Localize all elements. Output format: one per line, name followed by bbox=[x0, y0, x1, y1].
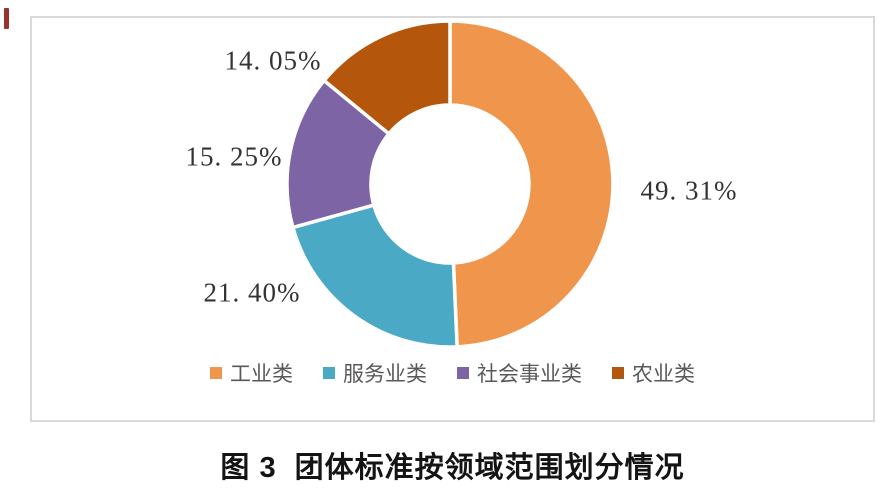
legend-label: 社会事业类 bbox=[477, 362, 582, 386]
legend-item-社会事业类: 社会事业类 bbox=[457, 358, 582, 388]
legend-marker-icon bbox=[210, 367, 222, 379]
legend-label: 服务业类 bbox=[343, 362, 427, 386]
chart-legend: 工业类 服务业类 社会事业类 农业类 bbox=[30, 358, 875, 388]
legend-label: 农业类 bbox=[632, 362, 695, 386]
page-edge-mark bbox=[4, 8, 9, 29]
slice-label-agriculture: 14. 05% bbox=[224, 45, 322, 76]
figure-number: 图 3 bbox=[220, 452, 277, 484]
legend-label: 工业类 bbox=[230, 362, 293, 386]
legend-item-农业类: 农业类 bbox=[612, 358, 695, 388]
legend-marker-icon bbox=[323, 367, 335, 379]
legend-marker-icon bbox=[457, 367, 469, 379]
slice-label-industry: 49. 31% bbox=[640, 175, 738, 206]
slice-label-service: 21. 40% bbox=[203, 277, 301, 308]
legend-marker-icon bbox=[612, 367, 624, 379]
figure-title: 团体标准按领域范围划分情况 bbox=[294, 452, 685, 484]
figure-caption: 图 3 团体标准按领域范围划分情况 bbox=[30, 444, 875, 486]
slice-label-social: 15. 25% bbox=[185, 141, 283, 172]
legend-item-工业类: 工业类 bbox=[210, 358, 293, 388]
legend-item-服务业类: 服务业类 bbox=[323, 358, 427, 388]
